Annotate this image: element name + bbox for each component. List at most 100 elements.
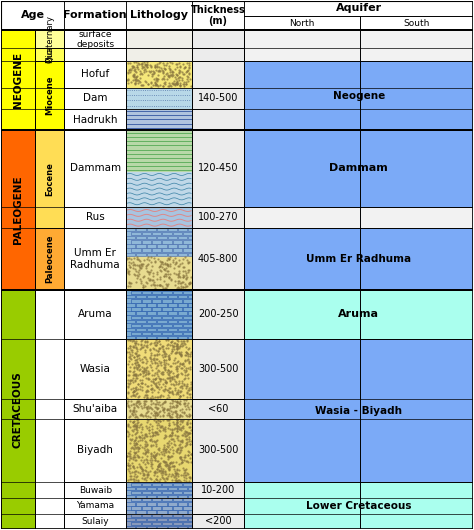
Bar <box>162 240 172 244</box>
Bar <box>35 130 64 228</box>
Bar <box>131 324 141 327</box>
Bar <box>162 324 172 327</box>
Text: Wasia - Biyadh: Wasia - Biyadh <box>315 406 402 416</box>
Bar <box>142 240 151 244</box>
Bar <box>162 483 172 486</box>
Bar <box>178 244 187 248</box>
Bar <box>152 291 161 294</box>
Bar <box>192 514 244 529</box>
Bar <box>183 315 192 319</box>
Bar <box>126 61 192 87</box>
Bar <box>147 252 156 256</box>
Bar <box>126 228 192 256</box>
Bar <box>152 307 161 311</box>
Bar <box>142 332 151 335</box>
Bar <box>0 1 64 30</box>
Bar <box>183 483 192 486</box>
Bar <box>167 295 177 298</box>
Bar <box>126 244 136 248</box>
Bar <box>35 228 64 290</box>
Bar <box>147 526 156 529</box>
Bar <box>173 514 182 517</box>
Bar <box>178 510 187 514</box>
Bar <box>126 399 192 419</box>
Bar <box>188 252 192 256</box>
Text: Aquifer: Aquifer <box>336 4 382 13</box>
Bar <box>188 244 192 248</box>
Bar <box>167 502 177 506</box>
Text: Buwaib: Buwaib <box>79 485 112 494</box>
Bar <box>162 249 172 252</box>
Bar <box>126 61 192 87</box>
Bar <box>64 498 126 514</box>
Bar <box>0 1 474 30</box>
Bar <box>178 252 187 256</box>
Bar <box>192 61 244 87</box>
Text: Shu'aiba: Shu'aiba <box>73 404 118 414</box>
Bar <box>183 522 192 525</box>
Bar <box>131 249 141 252</box>
Bar <box>183 291 192 294</box>
Bar <box>173 232 182 235</box>
Bar <box>64 419 126 482</box>
Text: surface
deposits: surface deposits <box>76 30 114 49</box>
Bar <box>126 228 136 232</box>
Bar <box>147 312 156 315</box>
Bar <box>142 506 151 510</box>
Bar <box>64 228 126 290</box>
Bar <box>188 295 192 298</box>
Bar <box>173 332 182 335</box>
Bar <box>167 328 177 331</box>
Text: Age: Age <box>20 10 45 20</box>
Bar <box>167 244 177 248</box>
Bar <box>126 290 192 339</box>
Bar <box>178 320 187 323</box>
Bar <box>126 49 192 61</box>
Bar <box>137 502 146 506</box>
Text: Rus: Rus <box>86 213 105 222</box>
Text: Lithology: Lithology <box>130 10 188 20</box>
Bar <box>152 232 161 235</box>
Bar <box>173 240 182 244</box>
Bar <box>142 491 151 494</box>
Bar <box>64 514 126 529</box>
Bar <box>167 526 177 529</box>
Bar <box>157 502 166 506</box>
Bar <box>157 295 166 298</box>
Bar <box>173 522 182 525</box>
Bar <box>142 315 151 319</box>
Bar <box>147 495 156 498</box>
Text: Neogene: Neogene <box>333 91 385 101</box>
Bar <box>157 510 166 514</box>
Text: CRETACEOUS: CRETACEOUS <box>13 371 23 448</box>
Bar <box>137 252 146 256</box>
Bar <box>152 332 161 335</box>
Bar <box>178 303 187 306</box>
Bar <box>183 332 192 335</box>
Bar <box>152 498 161 501</box>
Bar <box>137 495 146 498</box>
Bar <box>183 506 192 510</box>
Bar <box>147 236 156 240</box>
Bar <box>167 228 177 232</box>
Bar <box>188 236 192 240</box>
Bar <box>178 495 187 498</box>
Bar <box>192 49 244 61</box>
Bar <box>64 109 126 130</box>
Bar <box>192 130 244 207</box>
Bar <box>147 510 156 514</box>
Bar <box>35 30 64 49</box>
Text: Hadrukh: Hadrukh <box>73 114 118 125</box>
Bar <box>183 498 192 501</box>
Bar <box>167 487 177 490</box>
Bar <box>64 339 126 399</box>
Bar <box>188 510 192 514</box>
Text: <200: <200 <box>205 516 231 526</box>
Bar <box>126 49 192 61</box>
Bar <box>126 236 136 240</box>
Text: Eocene: Eocene <box>45 162 54 196</box>
Bar <box>152 506 161 510</box>
Bar <box>192 419 244 482</box>
Bar <box>157 336 166 339</box>
Bar <box>126 498 192 514</box>
